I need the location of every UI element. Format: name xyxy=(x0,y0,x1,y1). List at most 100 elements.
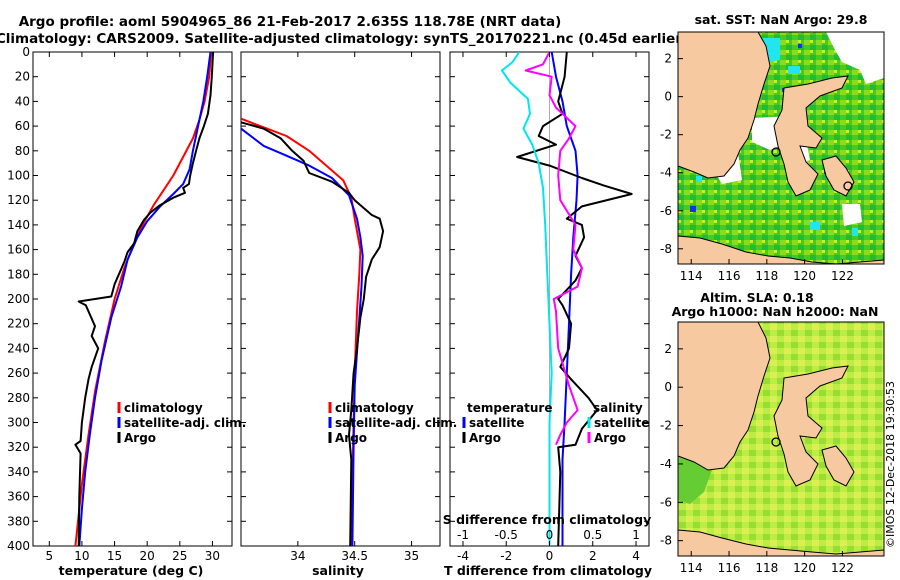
sla-map-frame xyxy=(677,321,885,557)
map-x-tick-label: 120 xyxy=(793,561,816,575)
map-y-tick-label: -2 xyxy=(660,419,672,433)
imos-credit: ©IMOS 12-Dec-2018 19:30:53 xyxy=(884,381,897,548)
temperature-xlabel: temperature (deg C) xyxy=(59,563,204,578)
depth-tick-label: 320 xyxy=(7,440,30,454)
sst-map-axes: 114 116 118 120 122 2 0 -2 -4 -6 -8 xyxy=(660,52,854,283)
salinity-xlabel: salinity xyxy=(312,563,364,578)
series-line-argo xyxy=(241,121,385,546)
depth-tick-label: 360 xyxy=(7,490,30,504)
argo-location-marker xyxy=(771,437,781,447)
depth-tick-label: 160 xyxy=(7,243,30,257)
map-x-tick-label: 116 xyxy=(718,269,741,283)
depth-tick-label: 400 xyxy=(7,539,30,553)
legend-argo-label: Argo xyxy=(124,431,156,445)
x-tick-label: 34.5 xyxy=(341,549,368,563)
series-line-s-satellite xyxy=(500,52,553,546)
salinity-x-axis: 34 34.5 35 xyxy=(290,52,419,563)
x-tick-label: 20 xyxy=(140,549,155,563)
series-line-s-argo xyxy=(524,52,583,446)
map-y-tick-label: -8 xyxy=(660,534,672,548)
map-y-tick-label: -2 xyxy=(660,128,672,142)
salinity-plot-frame xyxy=(240,51,441,547)
depth-tick-label: 20 xyxy=(15,70,30,84)
sla-map-title-line1: Altim. SLA: 0.18 xyxy=(700,290,813,305)
map-y-tick-label: -6 xyxy=(660,495,672,509)
legend-t-argo-label: Argo xyxy=(469,431,501,445)
depth-tick-label: 100 xyxy=(7,169,30,183)
map-y-tick-label: 2 xyxy=(664,342,672,356)
difference-secondary-xlabel: S difference from climatology xyxy=(443,512,652,527)
legend-salinity-title: salinity xyxy=(593,401,643,415)
map-x-tick-label: 120 xyxy=(793,269,816,283)
series-line-satellite-adj-clim- xyxy=(241,127,364,546)
x-tick-label: 35 xyxy=(404,549,419,563)
sla-land-java-bali xyxy=(678,529,884,556)
x-tick-label: 5 xyxy=(45,549,53,563)
x-tick-label: -4 xyxy=(457,549,469,563)
sst-map xyxy=(678,32,884,264)
sst-land-java-bali xyxy=(678,235,884,264)
temperature-plot-frame xyxy=(32,51,233,547)
depth-tick-label: 340 xyxy=(7,465,30,479)
sst-map-frame xyxy=(677,31,885,265)
depth-tick-label: 380 xyxy=(7,514,30,528)
legend-argo-label: Argo xyxy=(335,431,367,445)
depth-tick-label: 220 xyxy=(7,317,30,331)
map-y-tick-label: -6 xyxy=(660,204,672,218)
map-y-tick-label: 0 xyxy=(664,90,672,104)
series-line-satellite-adj-clim- xyxy=(78,52,212,546)
sla-land-sulawesi-se xyxy=(821,445,855,487)
map-x-tick-label: 122 xyxy=(831,269,854,283)
depth-tick-label: 280 xyxy=(7,391,30,405)
depth-tick-label: 300 xyxy=(7,416,30,430)
x-tick-label: 4 xyxy=(632,549,640,563)
depth-tick-label: 0 xyxy=(22,45,30,59)
title-line2: Climatology: CARS2009. Satellite-adjuste… xyxy=(0,31,688,47)
map-y-tick-label: -8 xyxy=(660,242,672,256)
map-x-tick-label: 118 xyxy=(755,269,778,283)
map-x-tick-label: 114 xyxy=(680,269,703,283)
map-x-tick-label: 118 xyxy=(755,561,778,575)
depth-tick-label: 260 xyxy=(7,366,30,380)
depth-tick-label: 200 xyxy=(7,292,30,306)
title-line1: Argo profile: aoml 5904965_86 21-Feb-201… xyxy=(19,14,562,30)
temperature-x-axis: 5 10 15 20 25 30 xyxy=(45,52,220,563)
map-x-tick-label: 114 xyxy=(680,561,703,575)
x-tick-label: 2 xyxy=(589,549,597,563)
sla-map-title-line2: Argo h1000: NaN h2000: NaN xyxy=(672,304,879,319)
map-y-tick-label: 0 xyxy=(664,380,672,394)
legend-satellite-label: satellite-adj. clim. xyxy=(335,416,457,430)
secondary-x-tick-label: 1 xyxy=(632,528,640,542)
x-tick-label: 30 xyxy=(205,549,220,563)
x-tick-label: -2 xyxy=(500,549,512,563)
temperature-legend: climatology satellite-adj. clim. Argo xyxy=(117,401,246,445)
sst-land-borneo xyxy=(678,32,771,179)
depth-tick-label: 80 xyxy=(15,144,30,158)
map-y-tick-label: -4 xyxy=(660,166,672,180)
secondary-x-tick-label: 0.5 xyxy=(583,528,602,542)
legend-climatology-label: climatology xyxy=(124,401,203,415)
depth-tick-label: 120 xyxy=(7,193,30,207)
difference-x-axis: -4 -2 0 2 4 -1 -0.5 0 0.5 1 xyxy=(457,52,640,563)
x-tick-label: 0 xyxy=(546,549,554,563)
x-tick-label: 34 xyxy=(290,549,305,563)
depth-tick-label: 140 xyxy=(7,218,30,232)
depth-tick-label: 240 xyxy=(7,341,30,355)
salinity-series xyxy=(241,117,385,546)
sst-map-title: sat. SST: NaN Argo: 29.8 xyxy=(695,12,868,27)
legend-t-satellite-label: satellite xyxy=(469,416,524,430)
map-x-tick-label: 122 xyxy=(831,561,854,575)
series-line-t-satellite xyxy=(550,52,579,546)
depth-axis: 0 20 40 60 80 100 120 140 160 180 200 220 240 260 280 3… xyxy=(7,45,649,553)
salinity-legend: climatology satellite-adj. clim. Argo xyxy=(328,401,457,445)
legend-climatology-label: climatology xyxy=(335,401,414,415)
sla-map xyxy=(678,322,884,556)
secondary-x-tick-label: -1 xyxy=(457,528,469,542)
difference-legend: temperature satellite Argo salinity sate… xyxy=(462,401,649,445)
difference-xlabel: T difference from climatology xyxy=(444,563,652,578)
legend-s-satellite-label: satellite xyxy=(594,416,649,430)
secondary-x-tick-label: -0.5 xyxy=(495,528,518,542)
sst-secondary-marker xyxy=(843,181,853,191)
series-line-t-argo xyxy=(516,52,633,546)
temperature-series xyxy=(74,52,215,546)
